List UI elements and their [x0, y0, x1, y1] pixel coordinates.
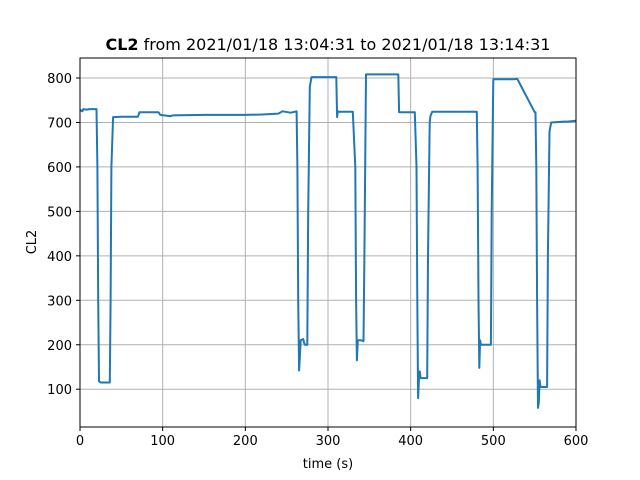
grid [79, 58, 577, 427]
x-tick-label: 400 [398, 434, 423, 449]
x-axis-label: time (s) [303, 457, 353, 472]
chart-title: CL2 from 2021/01/18 13:04:31 to 2021/01/… [105, 35, 550, 54]
x-tick-label: 600 [564, 434, 589, 449]
x-tick-label: 100 [150, 434, 175, 449]
x-tick-label: 300 [316, 434, 341, 449]
y-tick-label: 200 [47, 339, 72, 354]
y-tick-label: 100 [47, 383, 72, 398]
chart-title-rest: from 2021/01/18 13:04:31 to 2021/01/18 1… [139, 35, 551, 54]
ticks: 0 100 200 300 400 500 600 100 200 300 400 500 600 700… [47, 72, 588, 449]
x-tick-label: 0 [76, 434, 84, 449]
y-tick-label: 400 [47, 250, 72, 265]
y-tick-label: 300 [47, 294, 72, 309]
chart-title-bold: CL2 [105, 35, 138, 54]
y-tick-label: 500 [47, 205, 72, 220]
x-tick-label: 500 [481, 434, 506, 449]
y-axis-label: CL2 [25, 230, 40, 255]
plot-area [79, 73, 577, 409]
x-tick-label: 200 [233, 434, 258, 449]
series-line [79, 73, 577, 409]
y-tick-label: 700 [47, 116, 72, 131]
y-tick-label: 600 [47, 161, 72, 176]
y-tick-label: 800 [47, 72, 72, 87]
